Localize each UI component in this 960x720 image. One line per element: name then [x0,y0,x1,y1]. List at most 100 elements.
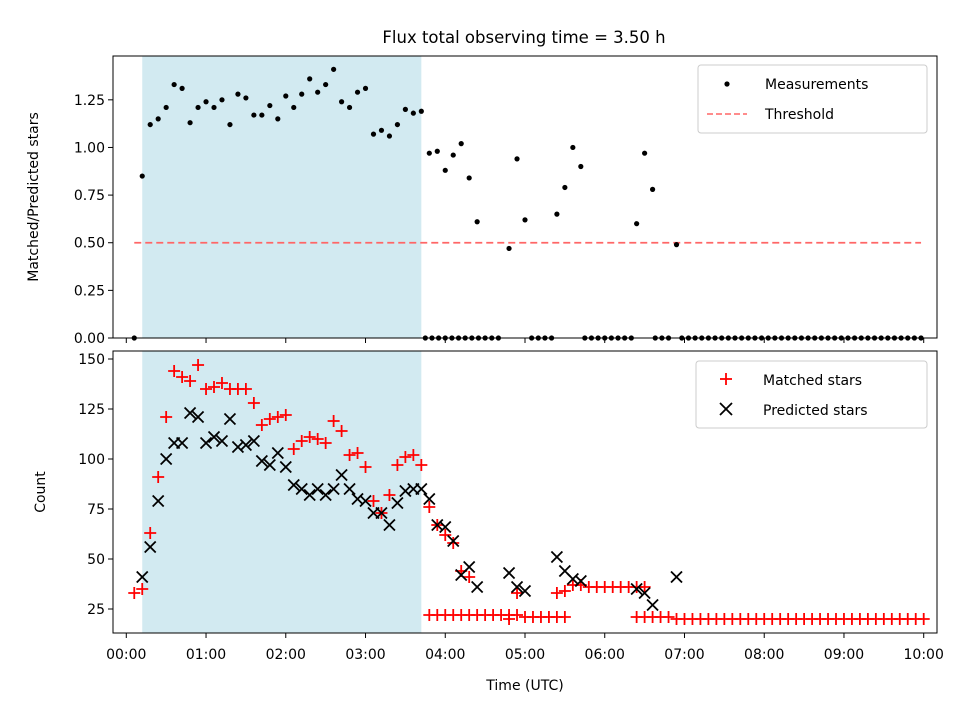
legend-measurements-marker [724,81,730,87]
matched-stars-point [215,377,228,389]
x-tick-label: 10:00 [904,647,944,663]
measurement-point [251,112,257,118]
matched-stars-point [638,581,651,593]
measurement-point [211,104,217,111]
measurement-point [570,144,576,151]
predicted-stars-point [439,520,452,534]
measurement-point [195,104,201,111]
matched-stars-point [399,451,412,463]
matched-stars-point [287,443,300,455]
measurement-point [179,85,185,91]
predicted-stars-point [183,406,197,420]
matched-stars-point [136,583,149,595]
x-tick-label: 04:00 [425,647,465,663]
predicted-stars-point [391,496,404,510]
measurement-point [267,102,273,109]
measurement-point [402,106,408,112]
matched-stars-point [303,431,316,443]
measurement-point [171,81,177,88]
predicted-stars-point [383,518,396,532]
matched-stars-point [208,381,221,393]
matched-stars-point [383,489,396,501]
legend-matched-marker [720,373,732,385]
measurement-point [410,110,416,116]
matched-stars-point [255,419,268,431]
matched-stars-point [192,359,205,371]
predicted-stars-point [670,570,683,584]
matched-stars-point [160,411,173,423]
measurement-point [227,121,233,128]
y-tick-label: 0.75 [74,188,105,204]
measurement-point [139,173,145,179]
matched-stars-point [662,611,675,623]
predicted-stars-point [160,452,173,466]
measurement-point [346,104,353,111]
measurement-point [299,91,305,97]
x-axis-label: Time (UTC) [485,678,563,694]
matched-stars-point [367,495,380,507]
matched-stars-point [917,613,930,625]
predicted-stars-point [574,574,587,588]
y-tick-label: 0.25 [74,283,105,299]
matched-stars-point [311,433,324,445]
bottom-y-axis-label: Count [33,471,49,513]
measurement-point [291,104,297,111]
matched-stars-point [152,471,165,483]
measurement-point [514,156,520,162]
matched-stars-point [271,411,284,423]
bottom-legend: Matched stars Predicted stars [695,360,928,429]
matched-stars-point [463,571,476,583]
measurement-point [426,150,432,156]
measurement-point [474,219,480,225]
predicted-stars-point [295,482,308,496]
matched-stars-point [176,371,189,383]
measurement-point [673,242,680,248]
measurement-point [331,66,337,72]
predicted-stars-point [646,598,659,612]
matched-stars-point [184,375,197,387]
bottom-shaded-interval [142,351,422,633]
measurement-point [147,121,153,128]
y-tick-label: 25 [87,602,105,618]
y-tick-label: 50 [87,552,105,568]
top-shaded-interval [142,56,422,338]
bottom-legend-box [695,360,928,429]
matched-stars-point [511,609,524,621]
measurement-point [466,175,472,181]
matched-stars-point [415,459,428,471]
predicted-stars-point [359,494,372,508]
y-tick-label: 1.25 [74,93,105,109]
measurement-point [259,112,265,118]
matched-stars-point [391,459,404,471]
measurement-point [394,121,401,128]
predicted-stars-point [550,550,564,564]
y-tick-label: 0.00 [74,331,105,347]
top-y-ticks: 0.00 0.25 0.50 0.75 1.00 1.25 [74,93,113,347]
measurement-point [418,108,424,114]
top-legend-box [697,64,928,134]
matched-stars-point [327,415,340,427]
matched-stars-point [335,425,348,437]
matched-stars-point [503,613,516,625]
measurement-point [219,97,225,103]
top-legend: Measurements Threshold [697,64,928,134]
x-tick-label: 01:00 [186,647,226,663]
predicted-stars-point [287,478,300,492]
x-tick-label: 07:00 [664,647,704,663]
measurement-point [338,99,345,105]
matched-stars-point [351,447,364,459]
measurement-point [283,93,289,99]
top-x-ticks [125,338,925,343]
measurement-point [187,120,193,126]
measurement-point [307,76,313,82]
legend-measurements-label: Measurements [765,77,868,93]
predicted-stars-point [335,468,348,482]
top-panel-title: Flux total observing time = 3.50 h [382,28,665,47]
predicted-stars-point [447,534,460,548]
predicted-stars-point [247,434,261,448]
measurement-point [275,116,281,122]
predicted-stars-point [175,436,189,450]
predicted-stars-point [263,458,276,472]
predicted-stars-point [303,488,316,502]
measurement-point [235,91,241,97]
